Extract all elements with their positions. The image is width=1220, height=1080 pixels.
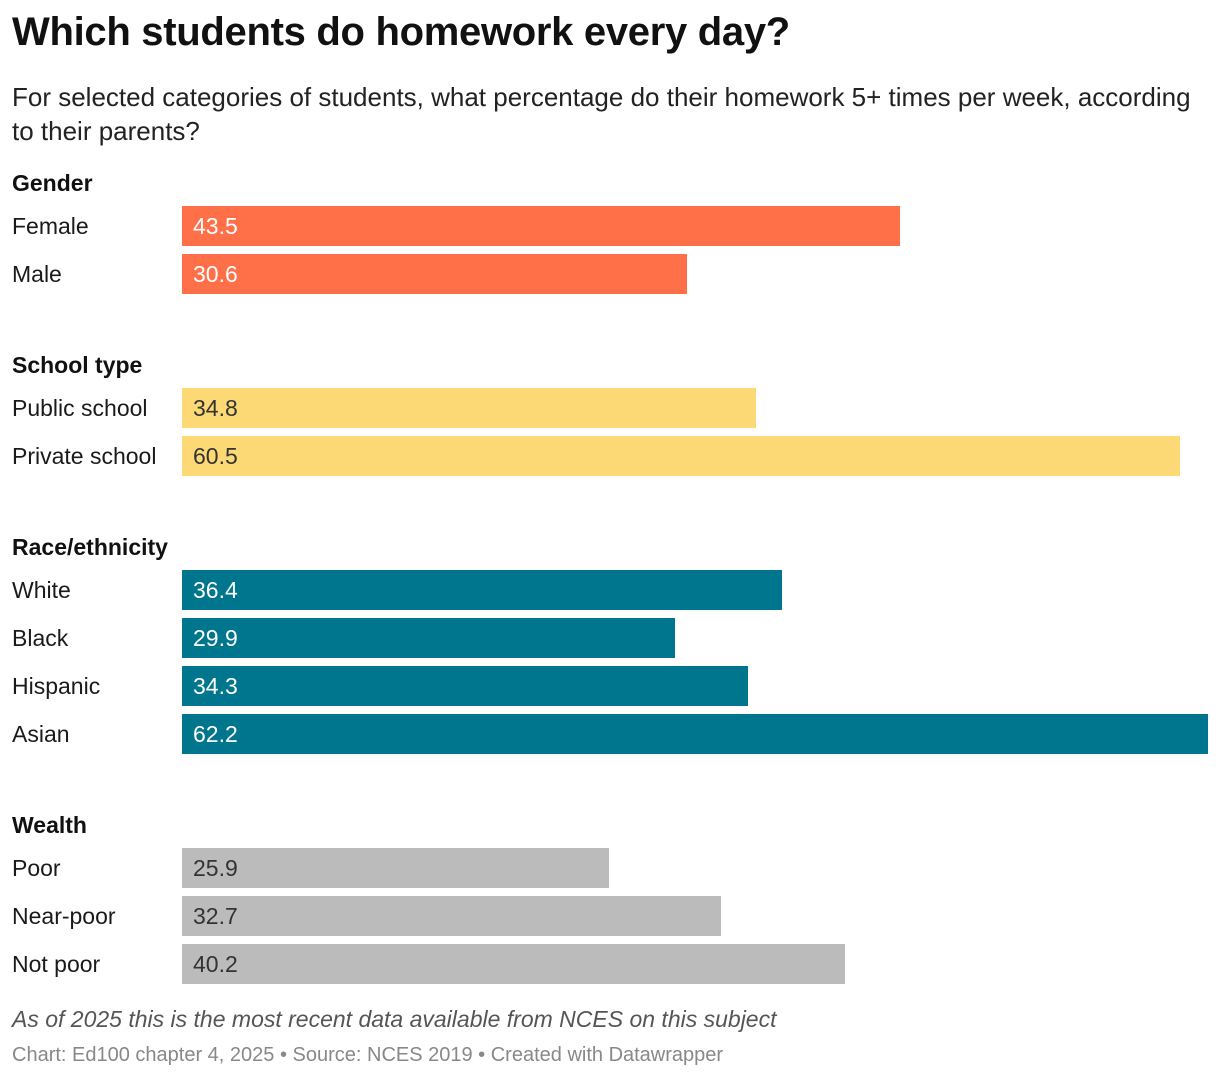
category-label: Not poor (12, 951, 101, 977)
bar-value-label: 43.5 (193, 213, 238, 239)
bar-value-label: 36.4 (193, 577, 238, 603)
chart-note: As of 2025 this is the most recent data … (12, 1006, 777, 1032)
group-label: Gender (12, 170, 93, 196)
bar-value-label: 25.9 (193, 855, 238, 881)
bar-value-label: 29.9 (193, 625, 238, 651)
bar-value-label: 62.2 (193, 721, 238, 747)
bar (182, 666, 748, 706)
category-label: Black (12, 625, 69, 651)
category-label: Near-poor (12, 903, 116, 929)
bar (182, 618, 675, 658)
bar (182, 944, 845, 984)
bar-value-label: 60.5 (193, 443, 238, 469)
bar (182, 436, 1180, 476)
bar (182, 388, 756, 428)
category-label: Asian (12, 721, 70, 747)
bar (182, 254, 687, 294)
bar (182, 206, 900, 246)
category-label: Hispanic (12, 673, 101, 699)
bar (182, 714, 1208, 754)
chart-subtitle: For selected categories of students, wha… (12, 82, 1191, 146)
bar-value-label: 34.3 (193, 673, 238, 699)
bar-chart: Gender Female 43.5 Male 30.6 School type Publi… (12, 170, 1208, 984)
category-label: Private school (12, 443, 157, 469)
bar-value-label: 32.7 (193, 903, 238, 929)
bar-value-label: 40.2 (193, 951, 238, 977)
group-label: Race/ethnicity (12, 534, 168, 560)
category-label: White (12, 577, 71, 603)
bar (182, 896, 721, 936)
category-label: Poor (12, 855, 61, 881)
category-label: Public school (12, 395, 148, 421)
category-label: Male (12, 261, 62, 287)
bar (182, 848, 609, 888)
bar-value-label: 34.8 (193, 395, 238, 421)
group-label: Wealth (12, 812, 87, 838)
category-label: Female (12, 213, 89, 239)
group-label: School type (12, 352, 143, 378)
chart-credits: Chart: Ed100 chapter 4, 2025 • Source: N… (12, 1044, 724, 1066)
bar (182, 570, 782, 610)
bar-value-label: 30.6 (193, 261, 238, 287)
chart-title: Which students do homework every day? (12, 10, 790, 54)
